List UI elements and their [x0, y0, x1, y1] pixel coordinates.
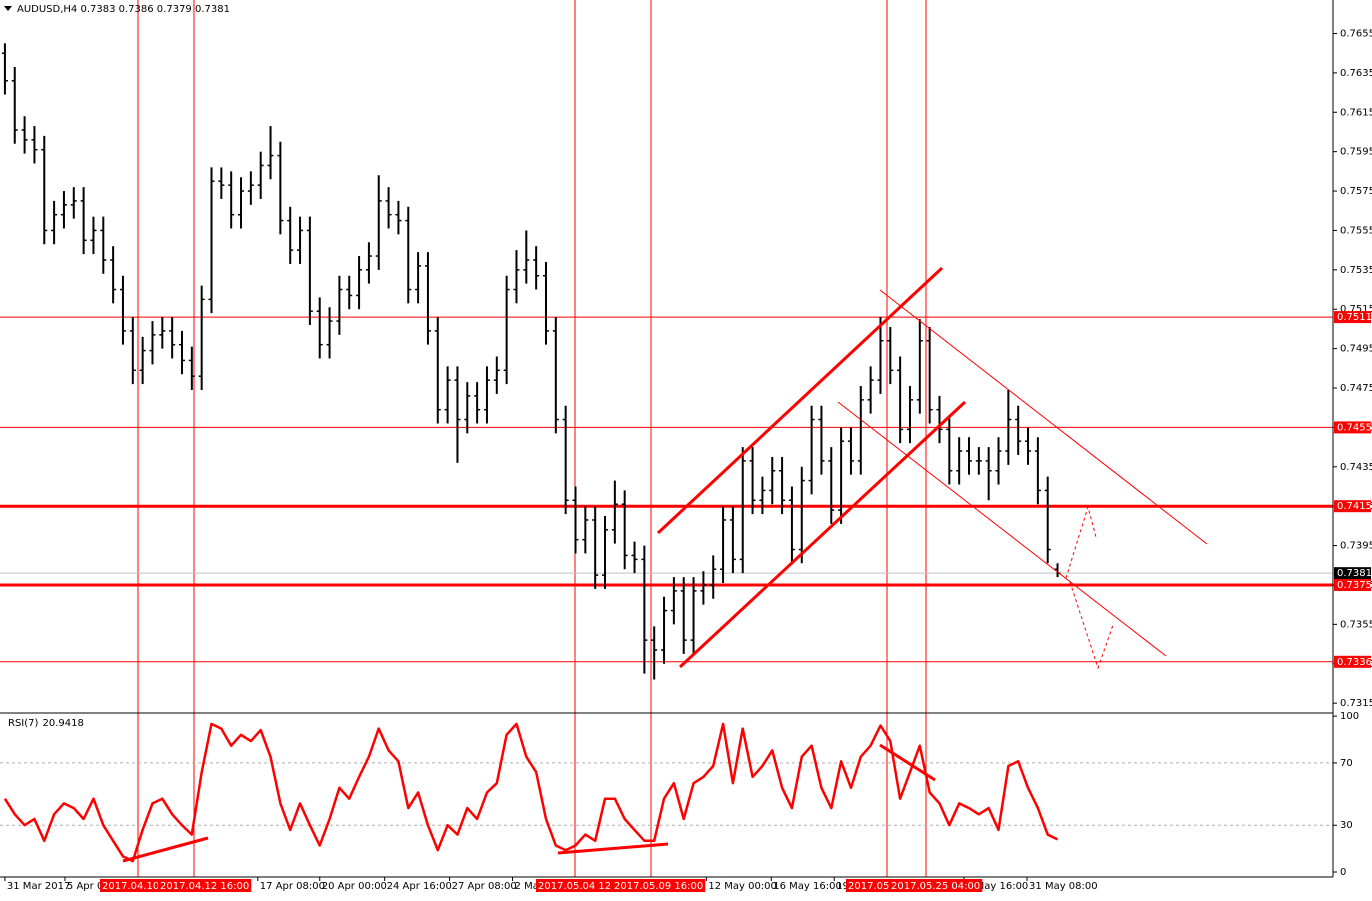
price-level-label: 0.7415	[1337, 501, 1372, 512]
channel-upper	[656, 266, 944, 535]
time-marker-box	[100, 879, 169, 892]
y-tick-label: 0.7635	[1340, 68, 1372, 79]
chart-title: AUDUSD,H4 0.7383 0.7386 0.7379 0.7381	[17, 4, 230, 15]
candles-layer	[1, 43, 1061, 863]
price-level-box	[1334, 311, 1371, 324]
x-tick-label: 16 May 16:00	[773, 881, 842, 892]
rsi-line	[3, 722, 1059, 863]
price-level-box	[1334, 655, 1371, 668]
channel-lower	[678, 400, 967, 669]
time-marker-box	[536, 879, 630, 892]
current-price-box	[1334, 567, 1371, 580]
y-tick-label: 0.7575	[1340, 186, 1372, 197]
price-level-label: 0.7455	[1337, 422, 1372, 433]
time-marker-box	[158, 879, 252, 892]
y-tick-label: 0.7655	[1340, 28, 1372, 39]
time-marker-label: 2017.05.	[848, 881, 893, 892]
x-tick-label: 19	[836, 881, 849, 892]
projection-up	[1065, 505, 1097, 579]
rsi-divergence-line	[557, 842, 669, 855]
x-tick-label: 6 May 16:00	[966, 881, 1028, 892]
rsi-y-tick-label: 70	[1340, 758, 1353, 769]
time-marker-label: 2017.05.04 12:00	[538, 881, 627, 892]
x-tick-label: 24 Apr 16:00	[387, 881, 452, 892]
x-tick-label: 2 Ma	[515, 881, 539, 892]
y-tick-label: 0.7355	[1340, 619, 1372, 630]
rsi-y-tick-label: 100	[1340, 711, 1359, 722]
x-tick-label: 27 Apr 08:00	[452, 881, 517, 892]
menu-arrow[interactable]	[4, 6, 12, 11]
y-tick-label: 0.7495	[1340, 344, 1372, 355]
time-marker-box	[612, 879, 706, 892]
current-price-label: 0.7381	[1337, 568, 1372, 579]
y-tick-label: 0.7475	[1340, 383, 1372, 394]
y-tick-label: 0.7535	[1340, 265, 1372, 276]
price-level-box	[1334, 421, 1371, 434]
x-tick-label: 17 Apr 08:00	[260, 881, 325, 892]
x-tick-label: 31 Mar 2017	[7, 881, 70, 892]
time-marker-label: 2017.04.12 16:00	[160, 881, 249, 892]
y-tick-label: 0.7435	[1340, 462, 1372, 473]
time-marker-box	[846, 879, 895, 892]
drawing-objects	[122, 266, 1208, 863]
time-marker-label: 2017.04.10 (	[102, 881, 166, 892]
rsi-y-tick-label: 30	[1340, 820, 1353, 831]
x-tick-label: 12 May 00:00	[708, 881, 777, 892]
indicator-value: 20.9418	[43, 718, 84, 729]
price-level-label: 0.7336	[1337, 657, 1372, 668]
rsi-divergence-line	[122, 836, 209, 863]
price-level-box	[1334, 578, 1371, 591]
y-tick-label: 0.7615	[1340, 107, 1372, 118]
indicator-title: RSI(7)	[8, 718, 39, 729]
x-tick-label: 20 Apr 00:00	[322, 881, 387, 892]
y-tick-label: 0.7515	[1340, 304, 1372, 315]
down-trendline-lower	[837, 401, 1167, 657]
rsi-y-tick-label: 0	[1340, 867, 1346, 878]
time-marker-box	[889, 879, 983, 892]
time-marker-label: 2017.05.25 04:00	[891, 881, 980, 892]
price-level-label: 0.7375	[1337, 580, 1372, 591]
y-tick-label: 0.7315	[1340, 698, 1372, 709]
levels-layer	[0, 0, 1333, 877]
projection-down	[1069, 581, 1114, 670]
x-tick-label: 31 May 08:00	[1029, 881, 1098, 892]
x-tick-label: 5 Apr 0	[67, 881, 103, 892]
time-marker-label: 2017.05.09 16:00	[614, 881, 703, 892]
rsi-divergence-line	[879, 743, 936, 782]
down-trendline-upper	[879, 289, 1208, 545]
y-tick-label: 0.7595	[1340, 147, 1372, 158]
y-tick-label: 0.7555	[1340, 225, 1372, 236]
y-tick-label: 0.7395	[1340, 541, 1372, 552]
price-level-label: 0.7511	[1337, 312, 1372, 323]
price-level-box	[1334, 500, 1371, 513]
